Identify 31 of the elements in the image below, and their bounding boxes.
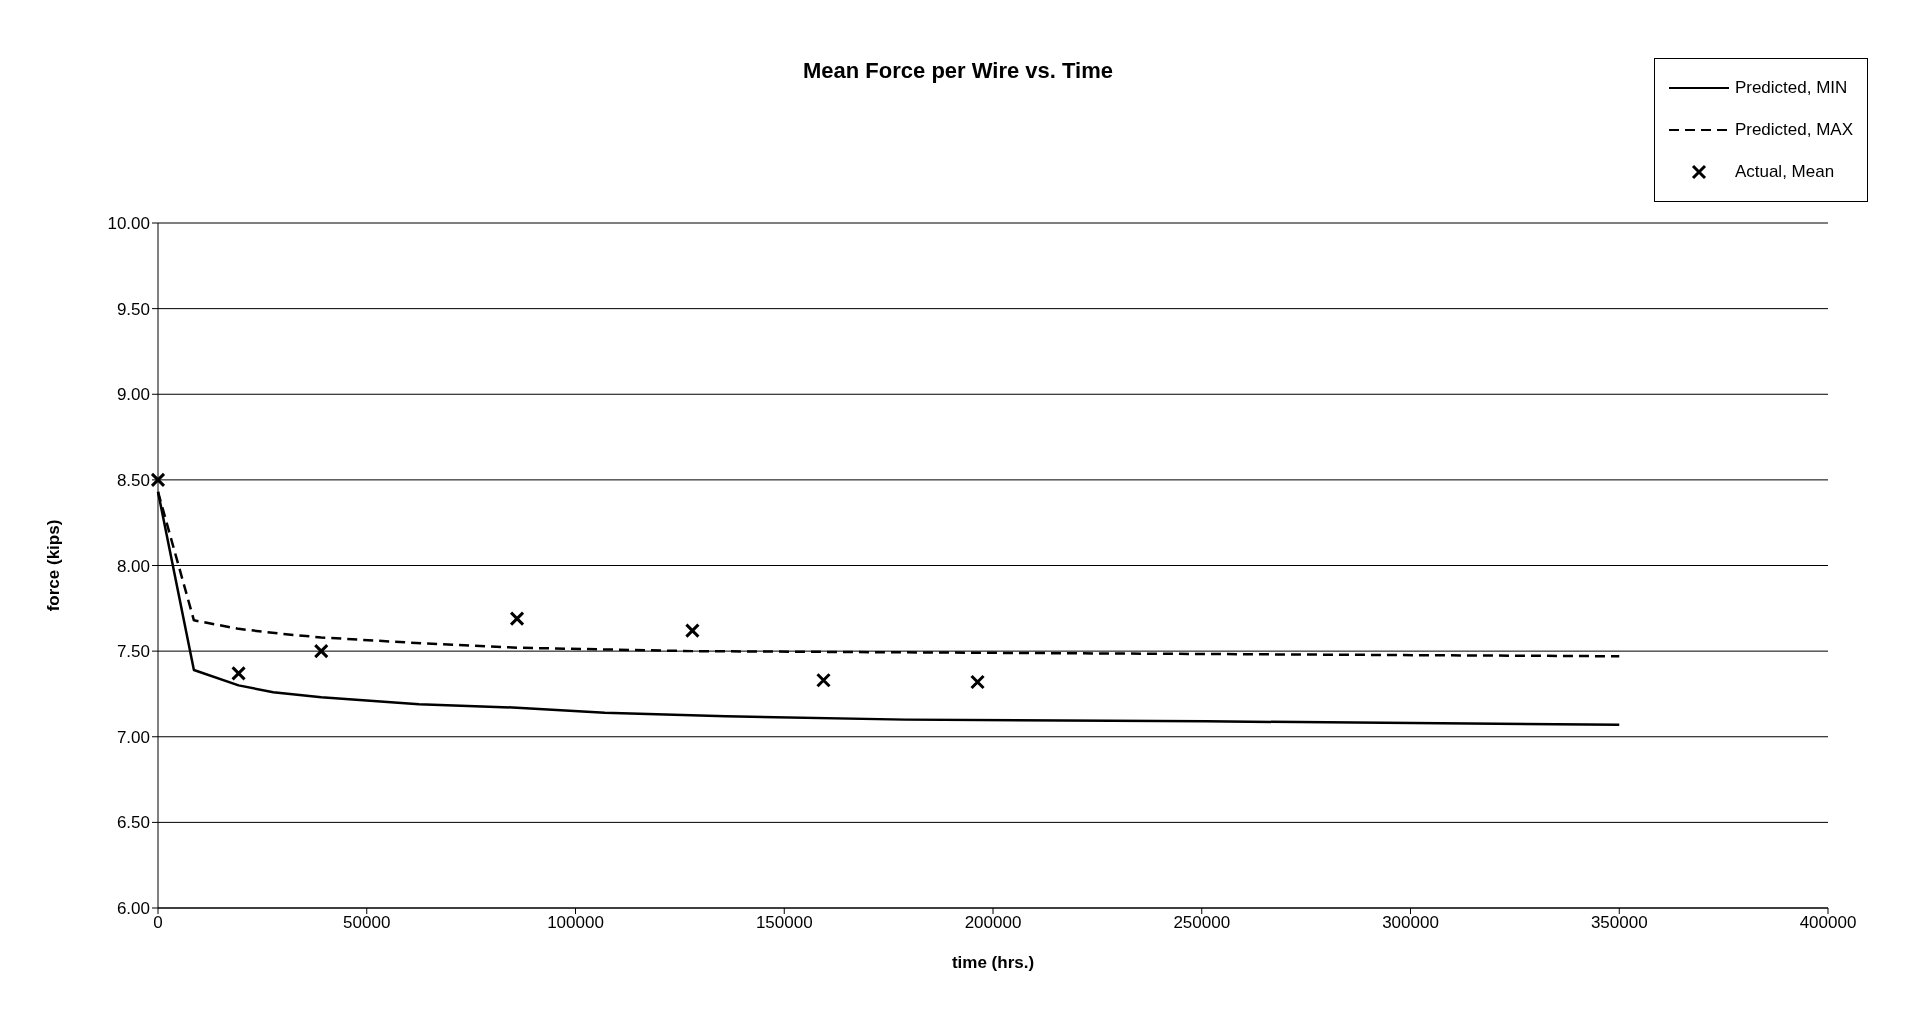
x-tick-label: 150000: [755, 913, 813, 933]
y-tick-label: 9.00: [116, 385, 150, 405]
x-tick-label: 250000: [1173, 913, 1231, 933]
point: [684, 623, 700, 639]
x-tick-label: 300000: [1382, 913, 1439, 933]
x-tick-label: 350000: [1590, 913, 1648, 933]
legend-label: Actual, Mean: [1734, 162, 1835, 182]
y-tick-label: 10.00: [107, 214, 150, 234]
point: [150, 472, 166, 488]
y-tick-label: 8.00: [116, 556, 150, 576]
y-tick-label: 8.50: [116, 470, 150, 490]
legend-label: Predicted, MAX: [1734, 120, 1853, 140]
legend-label: Predicted, MIN: [1734, 78, 1848, 98]
y-tick-label: 7.50: [116, 642, 150, 662]
x-tick-label: 400000: [1799, 913, 1857, 933]
y-tick-label: 9.50: [116, 299, 150, 319]
x-axis-title: time (hrs.): [951, 953, 1035, 972]
point: [509, 611, 525, 627]
x-tick-label: 100000: [547, 913, 604, 933]
x-tick-label: 0: [153, 913, 163, 933]
y-tick-label: 7.00: [116, 727, 150, 747]
point: [313, 643, 329, 659]
x-tick-label: 200000: [964, 913, 1022, 933]
x-tick-label: 50000: [343, 913, 391, 933]
y-tick-label: 6.50: [116, 813, 150, 833]
point: [970, 674, 986, 690]
y-axis-title: force (kips): [44, 519, 64, 612]
y-tick-label: 6.00: [116, 899, 150, 919]
point: [816, 672, 831, 688]
point: [231, 665, 247, 681]
chart-title: Mean Force per Wire vs. Time: [803, 58, 1113, 83]
